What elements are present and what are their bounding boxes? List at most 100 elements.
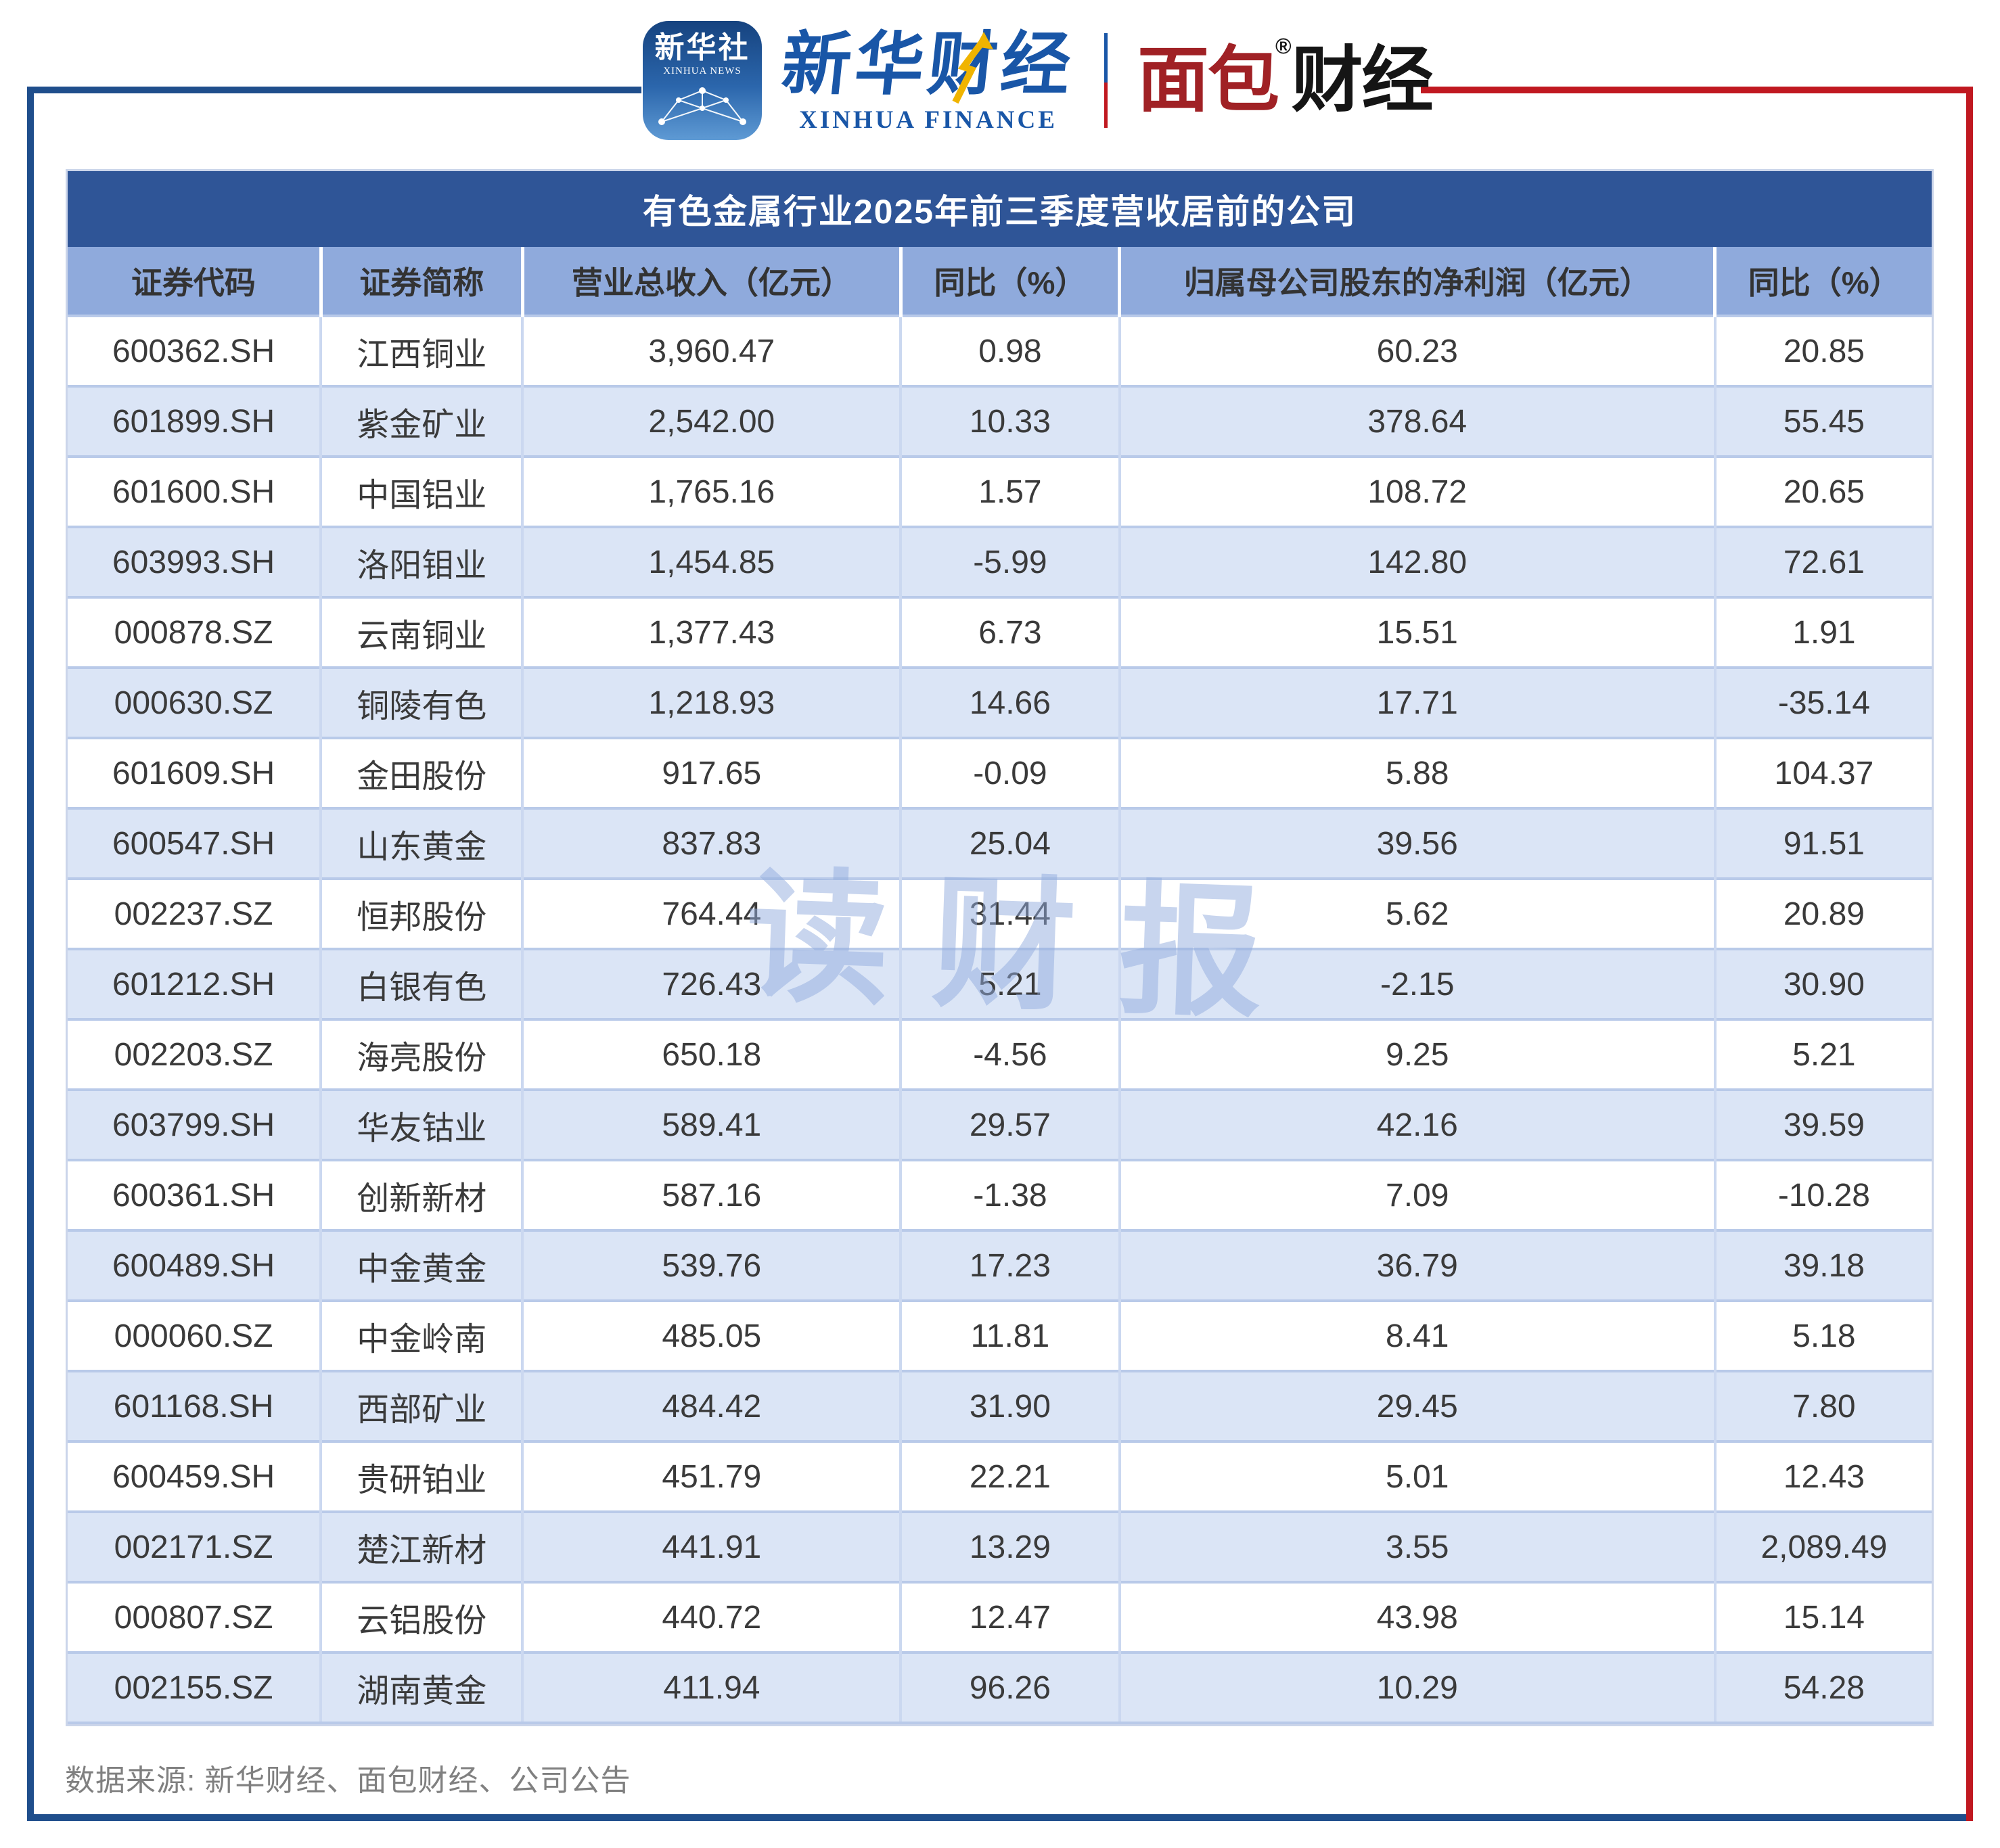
- table-cell: 72.61: [1713, 526, 1932, 597]
- frame-line-bottom: [27, 1814, 1973, 1821]
- table-body: 600362.SH 江西铜业 3,960.47 0.98 60.23 20.85 60189…: [68, 315, 1932, 1724]
- table-cell: 002203.SZ: [68, 1018, 321, 1090]
- table-cell: 002171.SZ: [68, 1510, 321, 1582]
- table-row: 600361.SH 创新新材 587.16 -1.38 7.09 -10.28: [68, 1159, 1932, 1230]
- xinhua-finance-logo: 新华财经 XINHUA FINANCE: [778, 26, 1078, 134]
- table-cell: 441.91: [521, 1510, 901, 1582]
- table-cell: 山东黄金: [319, 807, 523, 879]
- table-cell: 837.83: [521, 807, 901, 879]
- column-header: 证券简称: [319, 247, 523, 316]
- table-row: 002203.SZ 海亮股份 650.18 -4.56 9.25 5.21: [68, 1018, 1932, 1090]
- table-cell: 恒邦股份: [319, 877, 523, 949]
- table-cell: 5.88: [1118, 737, 1715, 808]
- table-cell: -2.15: [1118, 948, 1715, 1019]
- table-cell: 60.23: [1118, 315, 1715, 386]
- brand-divider: [1104, 33, 1108, 128]
- table-cell: 917.65: [521, 737, 901, 808]
- table-cell: 白银有色: [319, 948, 523, 1019]
- table-cell: 金田股份: [319, 737, 523, 808]
- table-row: 600459.SH 贵研铂业 451.79 22.21 5.01 12.43: [68, 1440, 1932, 1512]
- table-cell: 15.14: [1713, 1581, 1932, 1653]
- table-cell: 创新新材: [319, 1159, 523, 1230]
- table-cell: 440.72: [521, 1581, 901, 1653]
- table-cell: 1,454.85: [521, 526, 901, 597]
- table-cell: 54.28: [1713, 1651, 1932, 1724]
- xinhua-finance-en-wordmark: XINHUA FINANCE: [799, 106, 1058, 134]
- table-cell: 1,377.43: [521, 596, 901, 668]
- column-header: 证券代码: [68, 247, 321, 316]
- table-cell: 22.21: [899, 1440, 1120, 1512]
- xinhua-finance-cn-wordmark: 新华财经: [778, 26, 1079, 103]
- table-cell: 20.85: [1713, 315, 1932, 386]
- table-cell: 15.51: [1118, 596, 1715, 668]
- table-cell: 601168.SH: [68, 1370, 321, 1441]
- table-cell: 洛阳钼业: [319, 526, 523, 597]
- registered-mark-icon: ®: [1275, 34, 1292, 58]
- column-header: 营业总收入（亿元）: [520, 247, 901, 316]
- table-row: 601168.SH 西部矿业 484.42 31.90 29.45 7.80: [68, 1370, 1932, 1441]
- table-row: 603799.SH 华友钴业 589.41 29.57 42.16 39.59: [68, 1088, 1932, 1160]
- table-row: 600489.SH 中金黄金 539.76 17.23 36.79 39.18: [68, 1229, 1932, 1301]
- table-row: 603993.SH 洛阳钼业 1,454.85 -5.99 142.80 72.61: [68, 526, 1932, 597]
- table-cell: 2,089.49: [1713, 1510, 1932, 1582]
- table-cell: -35.14: [1713, 666, 1932, 738]
- table-cell: 9.25: [1118, 1018, 1715, 1090]
- table-row: 601609.SH 金田股份 917.65 -0.09 5.88 104.37: [68, 737, 1932, 808]
- xinhua-news-cn-label: 新华社: [654, 31, 750, 64]
- table-cell: 451.79: [521, 1440, 901, 1512]
- table-cell: 600459.SH: [68, 1440, 321, 1512]
- table-row: 600547.SH 山东黄金 837.83 25.04 39.56 91.51: [68, 807, 1932, 879]
- table-cell: 1.57: [899, 455, 1120, 527]
- mianbao-wordmark-part2: 财经: [1291, 41, 1434, 120]
- table-cell: 江西铜业: [319, 315, 523, 386]
- table-cell: 6.73: [899, 596, 1120, 668]
- table-cell: 5.21: [1713, 1018, 1932, 1090]
- table-cell: 25.04: [899, 807, 1120, 879]
- xinhua-news-en-label: XINHUA NEWS: [663, 66, 742, 77]
- table-cell: 1,218.93: [521, 666, 901, 738]
- table-cell: -4.56: [899, 1018, 1120, 1090]
- table-row: 002155.SZ 湖南黄金 411.94 96.26 10.29 54.28: [68, 1651, 1932, 1724]
- table-cell: 7.80: [1713, 1370, 1932, 1441]
- table-cell: 726.43: [521, 948, 901, 1019]
- table-row: 002171.SZ 楚江新材 441.91 13.29 3.55 2,089.49: [68, 1510, 1932, 1582]
- table-cell: 600361.SH: [68, 1159, 321, 1230]
- table-cell: 484.42: [521, 1370, 901, 1441]
- table-cell: 55.45: [1713, 385, 1932, 457]
- table-cell: -0.09: [899, 737, 1120, 808]
- table-cell: 17.71: [1118, 666, 1715, 738]
- table-cell: 000630.SZ: [68, 666, 321, 738]
- table-cell: 紫金矿业: [319, 385, 523, 457]
- table-cell: 104.37: [1713, 737, 1932, 808]
- table-cell: 1,765.16: [521, 455, 901, 527]
- table-cell: 36.79: [1118, 1229, 1715, 1301]
- table-cell: 10.29: [1118, 1651, 1715, 1724]
- table-cell: -5.99: [899, 526, 1120, 597]
- table-cell: 0.98: [899, 315, 1120, 386]
- table-row: 601212.SH 白银有色 726.43 5.21 -2.15 30.90: [68, 948, 1932, 1019]
- mianbao-finance-logo: 面包®财经: [1137, 35, 1434, 116]
- table-cell: 601600.SH: [68, 455, 321, 527]
- frame-line-right: [1966, 87, 1973, 1821]
- table-cell: 600489.SH: [68, 1229, 321, 1301]
- table-cell: 603799.SH: [68, 1088, 321, 1160]
- table-cell: 600547.SH: [68, 807, 321, 879]
- table-cell: 中金黄金: [319, 1229, 523, 1301]
- table-cell: 西部矿业: [319, 1370, 523, 1441]
- table-cell: 云铝股份: [319, 1581, 523, 1653]
- table-cell: 31.90: [899, 1370, 1120, 1441]
- table-cell: 485.05: [521, 1299, 901, 1371]
- table-cell: 云南铜业: [319, 596, 523, 668]
- table-cell: 华友钴业: [319, 1088, 523, 1160]
- table-cell: 000807.SZ: [68, 1581, 321, 1653]
- table-cell: 13.29: [899, 1510, 1120, 1582]
- table-row: 000630.SZ 铜陵有色 1,218.93 14.66 17.71 -35.14: [68, 666, 1932, 738]
- table-cell: 96.26: [899, 1651, 1120, 1724]
- table-cell: 600362.SH: [68, 315, 321, 386]
- table-cell: 20.89: [1713, 877, 1932, 949]
- frame-line-top-left: [27, 87, 641, 93]
- table-cell: 39.56: [1118, 807, 1715, 879]
- table-row: 600362.SH 江西铜业 3,960.47 0.98 60.23 20.85: [68, 315, 1932, 386]
- table-cell: 29.57: [899, 1088, 1120, 1160]
- table-card: 有色金属行业2025年前三季度营收居前的公司 证券代码 证券简称 营业总收入（亿元）…: [66, 169, 1934, 1726]
